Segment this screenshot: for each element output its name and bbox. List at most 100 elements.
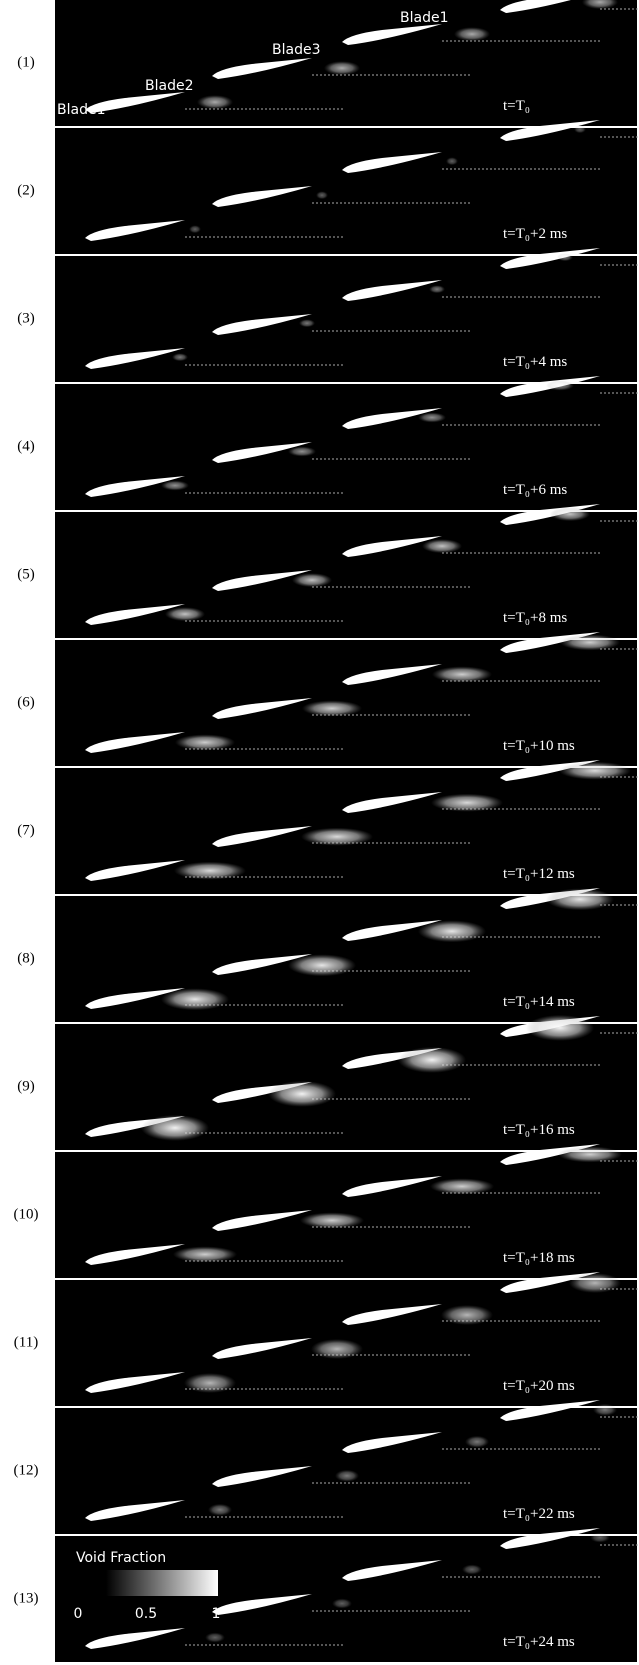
cavity [175,734,235,751]
cavity [197,95,233,110]
panel-bg [55,256,637,382]
blade-label: Blade1 [400,10,448,26]
panel: t=T₀+12 ms [55,760,639,894]
cavity [559,761,631,780]
panel-label: (6) [17,694,35,710]
blade [212,58,312,79]
time-label: t=T₀+24 ms [503,1634,575,1650]
blade [342,1176,442,1197]
blade [500,120,600,141]
blade-label: Blade1 [57,102,105,118]
cavity [324,61,360,76]
panel-bg [55,128,637,254]
blade [85,476,185,497]
panel-label: (12) [14,1462,39,1478]
cavity [558,1146,622,1163]
cavity [593,1403,617,1416]
panel-label: (10) [14,1206,39,1222]
cavity [316,191,328,200]
blade [500,1528,600,1549]
panel: t=T₀+18 ms [55,1144,639,1278]
panel-label: (11) [14,1334,38,1350]
cavity [208,1503,232,1516]
cavity [430,1178,494,1195]
cavity [268,1080,336,1107]
cavity [300,1212,364,1229]
panel: t=T₀+2 ms [55,120,639,254]
time-label: t=T₀+8 ms [503,610,567,626]
cavity [299,319,315,328]
time-label: t=T₀+20 ms [503,1378,575,1394]
blade [85,860,185,881]
panel: t=T₀+20 ms [55,1272,639,1406]
cavity [189,225,201,234]
blade [212,698,312,719]
cavity [431,793,503,812]
cavity [205,1632,225,1643]
blade-label: Blade3 [272,42,320,58]
colorbar-tick: 0 [74,1606,83,1622]
cavity [441,1305,493,1325]
blade [342,1304,442,1325]
blade [85,988,185,1009]
cavity [161,480,189,491]
cavity [418,412,446,423]
cavity [429,285,445,294]
blade [212,1594,312,1615]
time-label: t=T₀+14 ms [503,994,575,1010]
blade [342,536,442,557]
panel-label: (4) [17,438,35,454]
blade [212,826,312,847]
time-label: t=T₀+22 ms [503,1506,575,1522]
blade [342,152,442,173]
cavity [174,861,246,880]
cavity [302,700,362,717]
blade [342,792,442,813]
blade [85,348,185,369]
blade [85,604,185,625]
cavity [590,1532,610,1543]
blade [85,1372,185,1393]
panel-label: (9) [17,1078,35,1094]
panel: t=T₀+16 ms [55,1014,639,1150]
cavity [335,1469,359,1482]
panel: t=T₀+10 ms [55,632,639,766]
panel: t=T₀+6 ms [55,376,639,510]
cavity [550,507,590,522]
blade [212,1338,312,1359]
cavity [288,954,356,977]
cavity [546,380,574,391]
time-label: t=T₀ [503,98,530,114]
cavity [574,125,586,134]
panel-label: (1) [17,54,35,70]
blade [85,1500,185,1521]
cavity [398,1046,466,1073]
cavity [526,1014,594,1041]
blade [85,732,185,753]
blade [212,1466,312,1487]
blade [212,570,312,591]
blade [500,1400,600,1421]
blade [342,1560,442,1581]
panel-label: (2) [17,182,35,198]
blade [342,408,442,429]
cavity [292,573,332,588]
blade [212,314,312,335]
blade [85,92,185,113]
colorbar-tick: 1 [212,1606,221,1622]
panel: t=T₀+24 ms [55,1528,639,1662]
cavity [173,1246,237,1263]
panel-bg [55,384,637,510]
cavity [161,988,229,1011]
cavity [311,1339,363,1359]
panel-label: (7) [17,822,35,838]
panel-label: (3) [17,310,35,326]
cavity [465,1435,489,1448]
cavity [446,157,458,166]
panel: t=T₀+14 ms [55,888,639,1022]
cavity [454,27,490,42]
panel: t=T₀+22 ms [55,1400,639,1534]
cavity [184,1373,236,1393]
time-label: t=T₀+6 ms [503,482,567,498]
